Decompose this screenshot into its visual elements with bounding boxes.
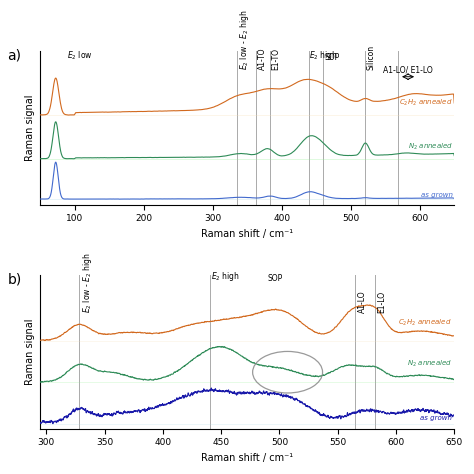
Text: a): a): [8, 48, 21, 62]
Text: $E_2$ low - $E_2$ high: $E_2$ low - $E_2$ high: [238, 9, 251, 70]
Text: A1-LO: A1-LO: [357, 290, 366, 313]
Text: A1-TO: A1-TO: [258, 47, 267, 70]
X-axis label: Raman shift / cm⁻¹: Raman shift / cm⁻¹: [201, 453, 293, 463]
Text: $E_2$ high: $E_2$ high: [210, 270, 239, 283]
Y-axis label: Raman signal: Raman signal: [25, 95, 35, 161]
Text: E1-LO: E1-LO: [377, 291, 386, 313]
Text: $N_2$ annealed: $N_2$ annealed: [408, 142, 453, 152]
Text: $C_2H_2$ annealed: $C_2H_2$ annealed: [399, 318, 452, 328]
Text: $N_2$ annealed: $N_2$ annealed: [407, 359, 452, 369]
Text: as grown: as grown: [420, 415, 452, 421]
Text: $E_2$ high: $E_2$ high: [310, 49, 338, 62]
Text: A1-LO/ E1-LO: A1-LO/ E1-LO: [383, 66, 433, 75]
Text: E1-TO: E1-TO: [272, 48, 281, 70]
Y-axis label: Raman signal: Raman signal: [25, 319, 35, 385]
Text: Silicon: Silicon: [367, 45, 376, 70]
Text: $C_2H_2$ annealed: $C_2H_2$ annealed: [400, 98, 453, 108]
X-axis label: Raman shift / cm⁻¹: Raman shift / cm⁻¹: [201, 229, 293, 239]
Text: b): b): [8, 272, 22, 286]
Text: $E_2$ low: $E_2$ low: [67, 50, 92, 62]
Text: as grown: as grown: [421, 192, 453, 198]
Text: $E_2$ low - $E_2$ high: $E_2$ low - $E_2$ high: [82, 253, 94, 313]
Text: SOP: SOP: [325, 53, 340, 62]
Text: SOP: SOP: [268, 274, 283, 283]
